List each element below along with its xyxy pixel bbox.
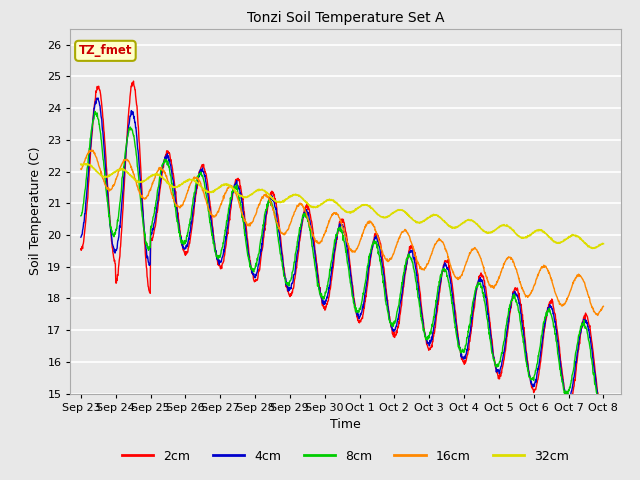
Y-axis label: Soil Temperature (C): Soil Temperature (C) [29,147,42,276]
Text: TZ_fmet: TZ_fmet [79,44,132,57]
X-axis label: Time: Time [330,418,361,431]
Legend: 2cm, 4cm, 8cm, 16cm, 32cm: 2cm, 4cm, 8cm, 16cm, 32cm [117,444,574,468]
Title: Tonzi Soil Temperature Set A: Tonzi Soil Temperature Set A [247,11,444,25]
